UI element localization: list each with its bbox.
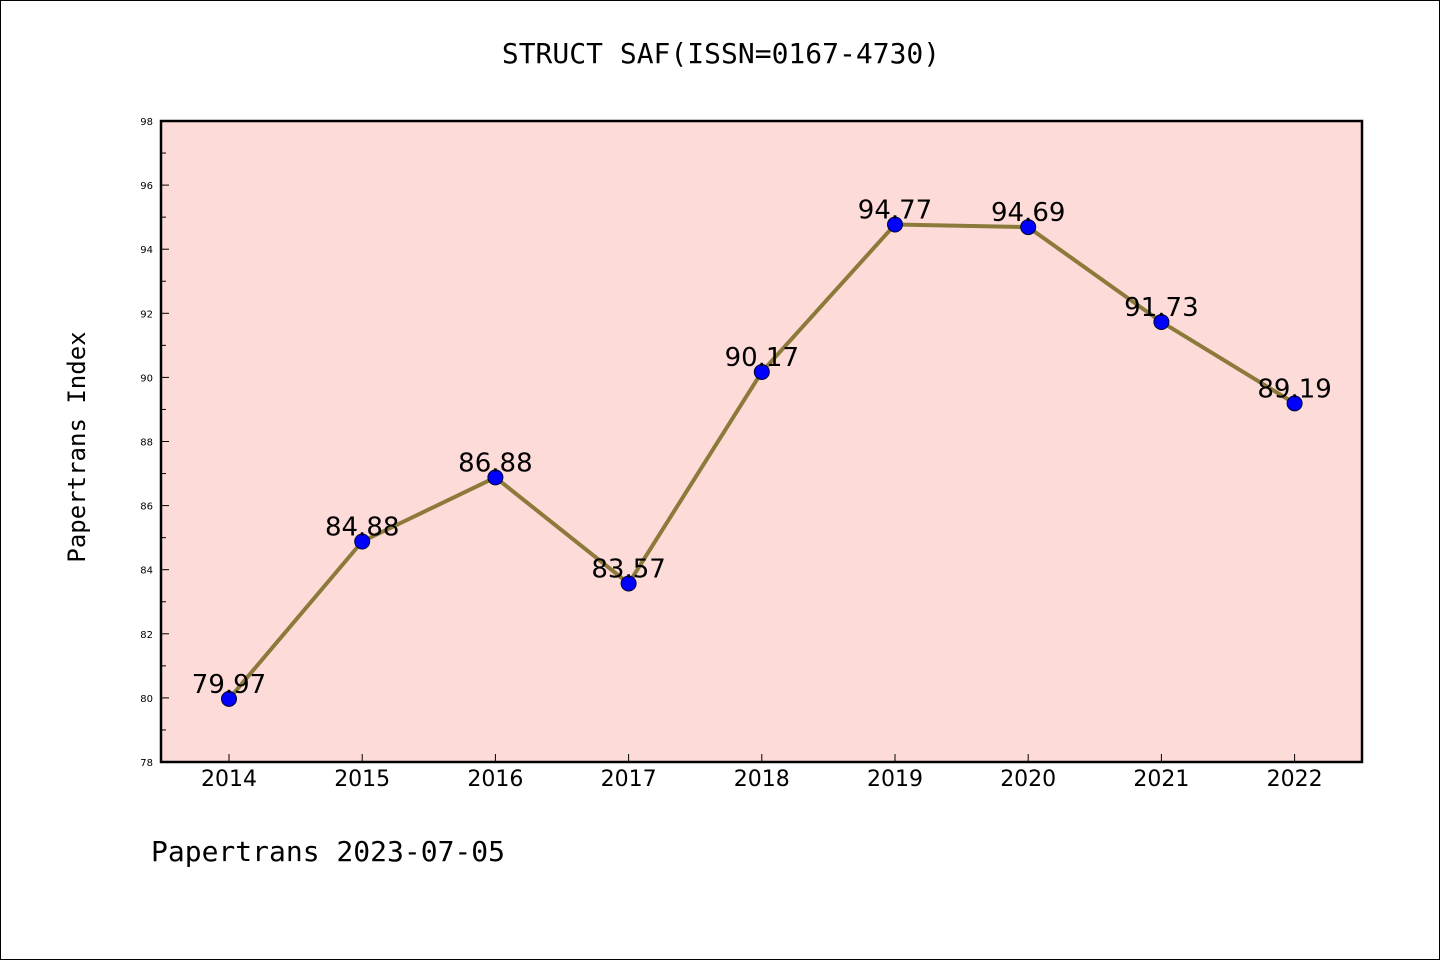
data-label: 83.57 [591,554,665,584]
chart-title: STRUCT SAF(ISSN=0167-4730) [501,37,941,70]
x-tick-label: 2022 [1267,767,1323,792]
data-label: 84.88 [325,512,399,542]
x-tick-label: 2016 [467,767,523,792]
data-point [1020,219,1037,236]
data-point [1153,313,1170,330]
data-label: 86.88 [458,448,532,478]
data-label: 90.17 [725,343,799,373]
y-tick-label: 90 [140,373,153,384]
data-point [620,575,637,592]
y-tick-label: 84 [140,566,153,577]
x-tick-label: 2018 [734,767,790,792]
data-label: 94.69 [991,198,1065,228]
data-point [221,690,237,707]
x-axis: 2014 2015 2016 2017 2018 2019 2020 2021 2022 [201,754,1323,792]
y-tick-label: 80 [140,694,153,705]
plot-area [161,121,1362,762]
footer-credit: Papertrans 2023-07-05 [151,835,506,868]
x-tick-label: 2019 [867,767,923,792]
data-label: 79.97 [192,670,266,700]
x-tick-label: 2017 [601,767,657,792]
y-tick-label: 88 [140,438,153,449]
series-layer: 79.97 84.88 86.88 83.57 90.17 94.77 94.69 91.73… [192,196,1332,707]
y-tick-label: 78 [140,758,153,769]
data-point [487,469,504,486]
data-point [887,216,903,233]
y-tick-label: 82 [140,630,153,641]
y-tick-label: 94 [140,245,153,256]
x-tick-label: 2021 [1133,767,1189,792]
x-tick-label: 2020 [1000,767,1056,792]
y-tick-label: 96 [140,181,153,192]
y-tick-label: 92 [140,309,153,320]
data-point [753,363,770,380]
y-tick-label: 98 [140,117,153,128]
data-label: 89.19 [1257,374,1331,404]
data-point [354,533,371,550]
x-tick-label: 2014 [201,767,257,792]
y-axis: 78 80 82 84 86 88 90 92 94 96 98 [140,117,169,769]
y-tick-label: 86 [140,502,153,513]
x-tick-label: 2015 [334,767,390,792]
plot-frame [159,119,1364,764]
data-label: 94.77 [858,196,932,226]
data-point [1286,395,1303,412]
data-label: 91.73 [1124,293,1198,323]
